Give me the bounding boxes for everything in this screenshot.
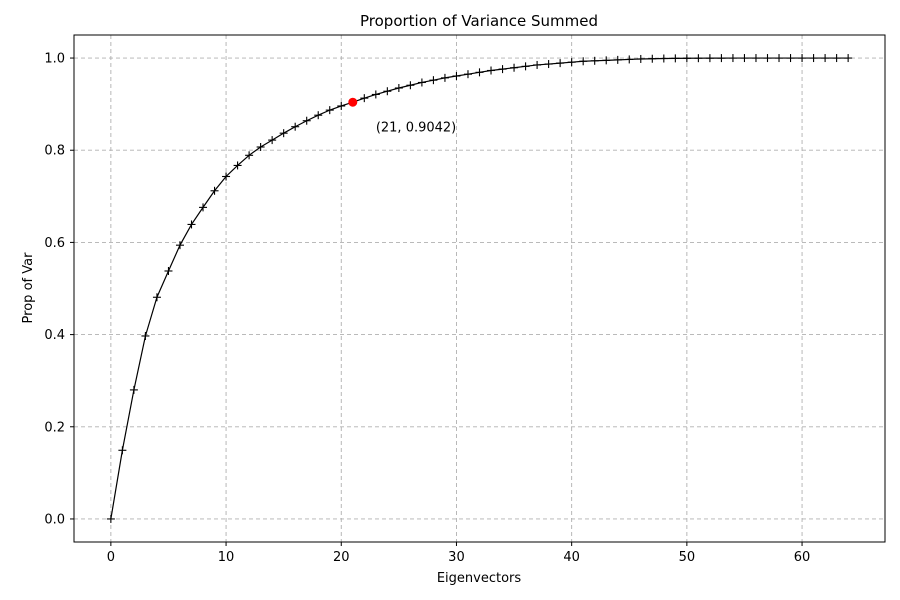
series-line: [110, 57, 849, 520]
data-point-marker: [556, 59, 565, 68]
data-point-marker: [463, 70, 472, 79]
data-point-marker: [256, 143, 265, 152]
data-point-marker: [636, 54, 645, 63]
data-point-marker: [602, 56, 611, 65]
data-point-marker: [118, 446, 127, 455]
data-point-marker: [544, 60, 553, 69]
highlight-annotation: (21, 0.9042): [376, 121, 456, 136]
data-point-marker: [314, 111, 323, 120]
data-point-marker: [717, 54, 726, 63]
data-point-marker: [521, 62, 530, 71]
data-point-marker: [187, 220, 196, 229]
data-point-marker: [371, 90, 380, 99]
data-point-marker: [533, 60, 542, 69]
data-point-marker: [383, 87, 392, 96]
data-point-marker: [129, 385, 138, 394]
data-point-marker: [659, 54, 668, 63]
data-point-marker: [360, 94, 369, 103]
data-point-marker: [579, 57, 588, 66]
data-point-marker: [199, 203, 208, 212]
data-point-marker: [406, 81, 415, 90]
data-point-marker: [233, 161, 242, 170]
data-point-marker: [832, 54, 841, 63]
x-tick-label: 10: [218, 550, 235, 565]
plot-frame: [73, 34, 886, 543]
data-point-marker: [798, 54, 807, 63]
grid-layer: [74, 35, 885, 542]
data-point-marker: [452, 72, 461, 81]
data-point-marker: [821, 54, 830, 63]
x-axis-label: Eigenvectors: [437, 571, 522, 586]
data-point-marker: [175, 241, 184, 250]
data-point-marker: [210, 186, 219, 195]
data-point-marker: [222, 172, 231, 181]
data-point-marker: [279, 129, 288, 138]
data-point-marker: [751, 54, 760, 63]
x-tick-label: 40: [563, 550, 580, 565]
data-point-marker: [590, 56, 599, 65]
data-point-marker: [152, 293, 161, 302]
data-point-marker: [648, 54, 657, 63]
y-axis-label: Prop of Var: [21, 252, 36, 324]
series-layer: [106, 54, 853, 523]
data-point-marker: [429, 76, 438, 85]
data-point-marker: [417, 78, 426, 87]
data-point-marker: [510, 63, 519, 72]
data-point-marker: [775, 54, 784, 63]
y-tick-label: 0.8: [44, 144, 65, 159]
x-tick-label: 30: [448, 550, 465, 565]
tick-layer: 0 10 20 30 40 50 60 0.0 0.2 0.4 0.6 0.8 1.0: [44, 52, 810, 565]
data-point-marker: [728, 54, 737, 63]
data-point-marker: [671, 54, 680, 63]
data-point-marker: [625, 55, 634, 64]
data-point-marker: [291, 122, 300, 131]
y-tick-label: 0.0: [44, 512, 65, 527]
data-point-marker: [786, 54, 795, 63]
y-tick-label: 1.0: [44, 52, 65, 67]
x-tick-label: 20: [333, 550, 350, 565]
data-point-marker: [106, 514, 115, 523]
data-point-marker: [567, 58, 576, 67]
y-tick-label: 0.6: [44, 236, 65, 251]
data-point-marker: [337, 101, 346, 110]
data-point-marker: [705, 54, 714, 63]
x-tick-label: 50: [679, 550, 696, 565]
data-point-marker: [268, 136, 277, 145]
data-point-marker: [498, 65, 507, 74]
data-point-marker: [763, 54, 772, 63]
data-point-marker: [487, 66, 496, 75]
data-point-marker: [394, 84, 403, 93]
data-point-marker: [440, 73, 449, 82]
data-point-marker: [164, 266, 173, 275]
x-tick-label: 0: [107, 550, 115, 565]
data-point-marker: [302, 116, 311, 125]
data-point-marker: [141, 331, 150, 340]
data-point-marker: [694, 54, 703, 63]
y-tick-label: 0.4: [44, 328, 65, 343]
data-point-marker: [475, 68, 484, 77]
x-tick-label: 60: [794, 550, 811, 565]
data-point-marker: [682, 54, 691, 63]
data-point-marker: [245, 151, 254, 160]
data-point-marker: [844, 54, 853, 63]
highlight-point: [348, 97, 358, 107]
data-point-marker: [740, 54, 749, 63]
data-point-marker: [325, 106, 334, 115]
y-tick-label: 0.2: [44, 420, 65, 435]
chart-title: Proportion of Variance Summed: [360, 12, 598, 30]
data-point-marker: [613, 55, 622, 64]
data-point-marker: [809, 54, 818, 63]
